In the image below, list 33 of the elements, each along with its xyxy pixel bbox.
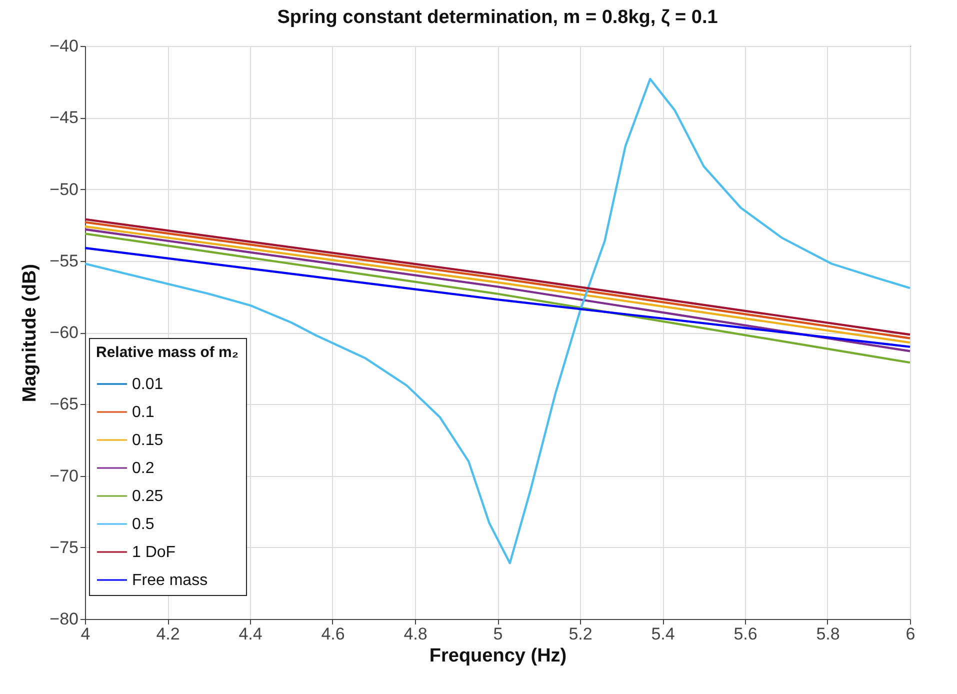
y-tick-label: −80 (50, 610, 78, 628)
y-tick-label: −70 (50, 466, 78, 486)
x-tick-label: 6 (906, 624, 916, 644)
x-tick-label: 5 (493, 624, 503, 644)
y-tick-label: −40 (50, 36, 78, 56)
y-tick-label: −60 (50, 323, 78, 342)
legend-label: 0.5 (132, 516, 154, 533)
legend-label: 1 DoF (132, 544, 176, 561)
y-tick-label: −75 (50, 538, 78, 557)
x-tick-label: 4.8 (404, 624, 428, 644)
x-tick-label: 4.2 (156, 624, 180, 644)
legend-label: 0.01 (132, 376, 164, 393)
y-tick-label: −45 (50, 108, 78, 128)
y-axis-title: Magnitude (dB) (20, 264, 41, 402)
line-series (84, 78, 912, 564)
legend-label: 0.2 (132, 460, 154, 477)
legend-label: 0.15 (132, 432, 164, 449)
x-tick-label: 5.6 (734, 624, 758, 644)
x-tick-label: 5.4 (651, 624, 675, 644)
legend-label: 0.1 (132, 404, 154, 421)
legend-title: Relative mass of m₂ (96, 344, 239, 361)
legend-label: 0.25 (132, 488, 164, 505)
x-tick-label: 4.6 (321, 624, 345, 644)
x-tick-label: 5.2 (568, 624, 592, 644)
legend-label: Free mass (132, 572, 208, 589)
y-tick-label: −65 (50, 394, 78, 414)
x-axis-title: Frequency (Hz) (429, 646, 567, 666)
x-tick-label: 4.4 (238, 624, 262, 644)
chart-title: Spring constant determination, m = 0.8kg, ζ = 0.1 (277, 7, 718, 28)
y-tick-label: −55 (50, 251, 78, 270)
x-tick-label: 4 (80, 624, 90, 644)
x-tick-label: 5.8 (816, 624, 840, 644)
y-tick-label: −50 (50, 180, 78, 199)
